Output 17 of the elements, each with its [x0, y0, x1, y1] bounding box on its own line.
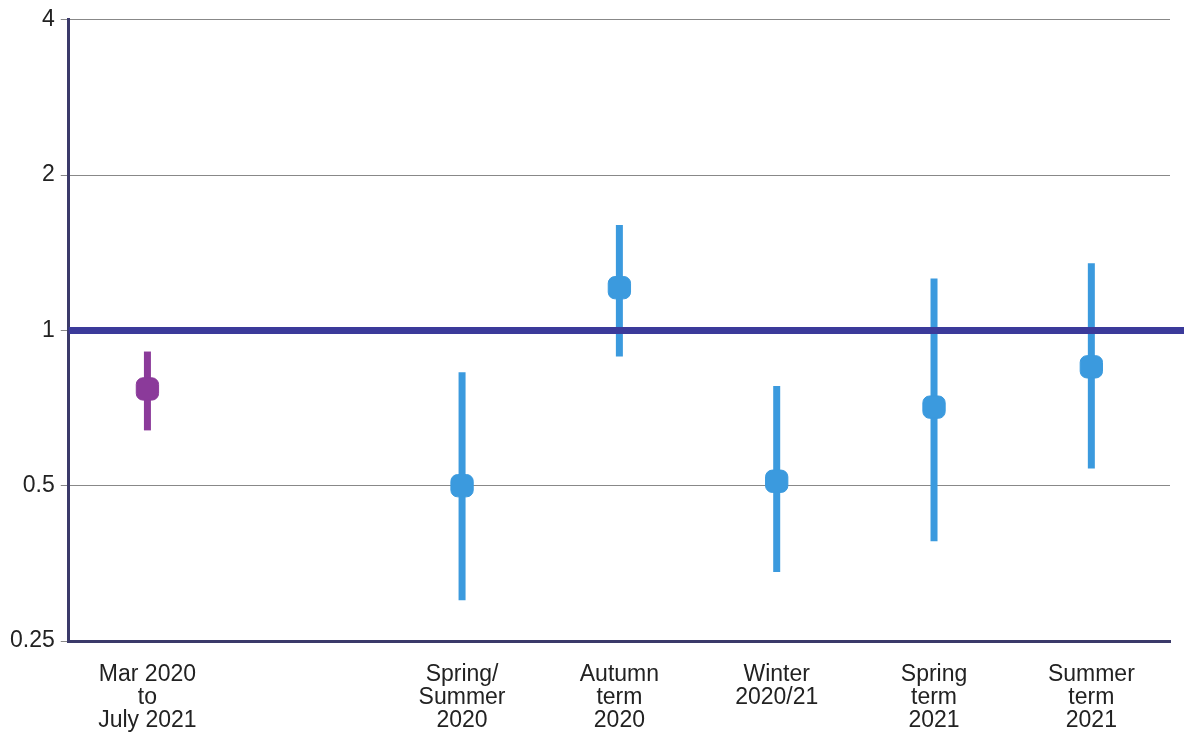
x-tick-label: Spring term 2021	[900, 659, 968, 732]
x-tick-label: Autumn term 2020	[579, 659, 660, 732]
y-tick-label: 0.25	[10, 626, 55, 653]
point	[450, 474, 474, 498]
point	[1079, 355, 1103, 379]
x-tick-label: Winter 2020/21	[735, 659, 819, 709]
point	[765, 469, 789, 493]
y-tick-label: 2	[41, 160, 55, 187]
y-tick-label: 1	[41, 315, 55, 342]
y-tick-label: 4	[41, 5, 55, 32]
point	[607, 276, 632, 300]
y-tick-label: 0.5	[22, 471, 55, 498]
point	[922, 395, 946, 419]
x-tick-label: Spring/ Summer 2020	[418, 659, 506, 732]
x-tick-label: Mar 2020 to July 2021	[98, 659, 197, 732]
point	[135, 377, 160, 401]
x-tick-label: Summer term 2021	[1047, 659, 1136, 732]
